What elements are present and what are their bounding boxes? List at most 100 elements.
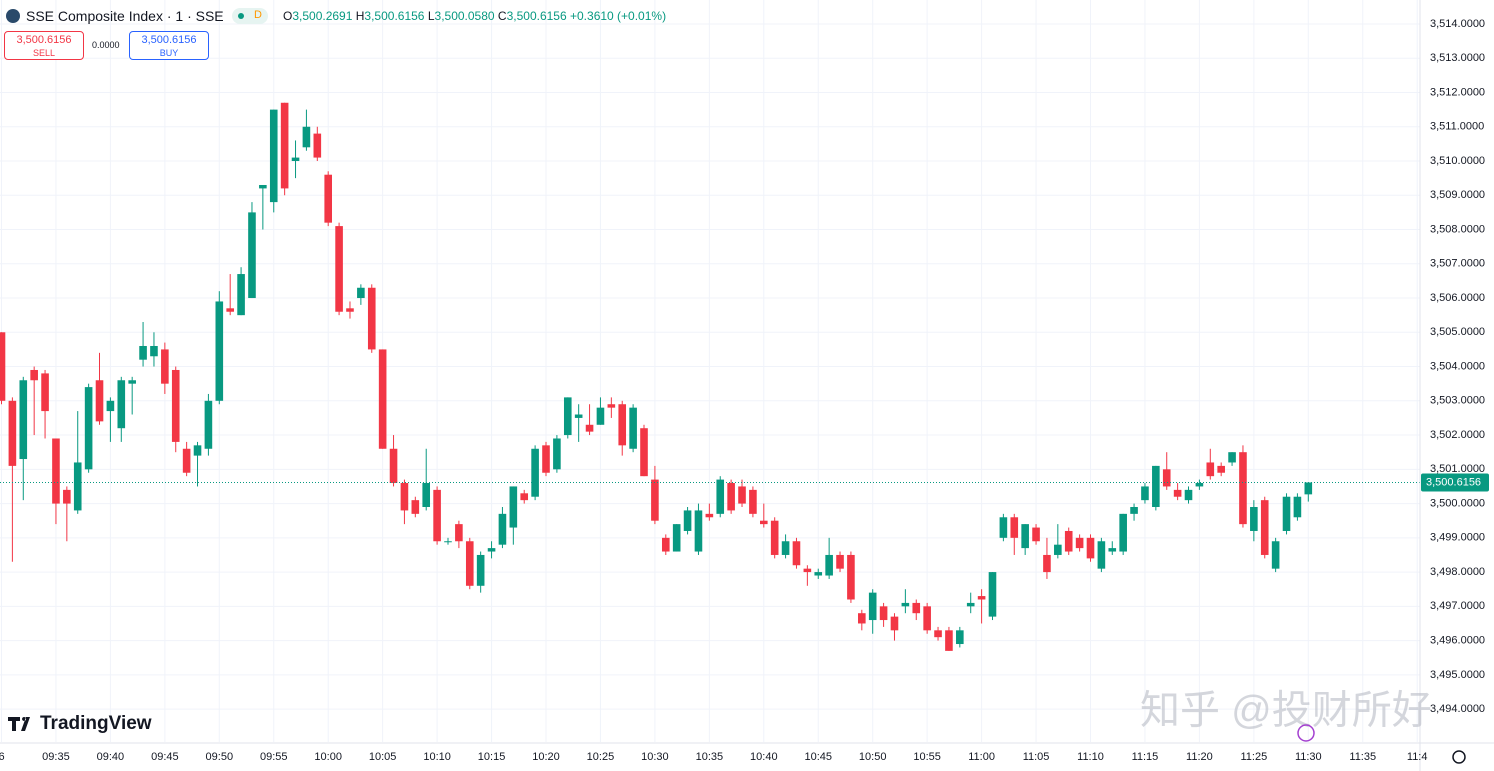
candle-body — [672, 524, 681, 552]
candle-body — [1032, 527, 1040, 542]
candle-body — [95, 380, 104, 422]
x-tick-label: 10:50 — [859, 751, 887, 763]
x-tick-label: 11:15 — [1132, 751, 1159, 763]
candle-body — [912, 602, 921, 614]
candle-body — [1184, 489, 1193, 501]
candle-body — [661, 537, 670, 552]
candle-body — [607, 404, 616, 408]
x-tick-label: 10:15 — [478, 751, 506, 763]
x-tick-label: 11:4 — [1407, 751, 1428, 763]
candle-body — [988, 572, 997, 617]
candle-body — [128, 380, 136, 384]
buy-label: BUY — [159, 48, 179, 58]
settings-icon[interactable] — [1452, 750, 1466, 764]
x-tick-label: 10:55 — [913, 751, 941, 763]
candle-body — [1130, 506, 1138, 514]
candle-body — [629, 407, 637, 449]
badge-text: D — [254, 9, 262, 21]
y-tick-label: 3,498.0000 — [1430, 566, 1485, 578]
candle-body — [487, 548, 496, 552]
candle-body — [836, 554, 844, 569]
candle-body — [1293, 496, 1302, 518]
y-tick-label: 3,495.0000 — [1430, 669, 1485, 681]
last-price-label: 3,500.6156 — [1426, 476, 1481, 488]
y-tick-label: 3,512.0000 — [1430, 86, 1485, 98]
candle-body — [1162, 469, 1171, 487]
buy-button[interactable]: 3,500.6156 BUY — [129, 31, 209, 60]
candle-body — [966, 602, 975, 607]
ohlc-key: O — [283, 9, 293, 23]
candle-body — [313, 133, 322, 158]
ohlc-value: 3,500.6156 — [506, 9, 567, 23]
candle-body — [357, 287, 365, 299]
candle-body — [749, 489, 757, 514]
x-tick-label: 10:35 — [696, 751, 724, 763]
candle-body — [1010, 517, 1019, 538]
y-tick-label: 3,499.0000 — [1430, 532, 1485, 544]
candle-body — [171, 369, 180, 442]
status-badge[interactable]: D — [232, 8, 268, 24]
candle-body — [1086, 537, 1095, 559]
candle-body — [433, 489, 441, 542]
ohlc-key: C — [497, 9, 507, 23]
x-tick-label: 09:50 — [206, 751, 234, 763]
candle-body — [117, 380, 126, 429]
candle-body — [814, 572, 823, 576]
candle-body — [1021, 524, 1029, 549]
x-tick-label: 09:45 — [151, 751, 179, 763]
candle-body — [215, 301, 224, 401]
candle-body — [890, 616, 899, 631]
candle-body — [977, 596, 986, 600]
y-tick-label: 3,500.0000 — [1430, 497, 1485, 509]
x-tick-label: 11:30 — [1295, 751, 1322, 763]
ohlc-key: H — [355, 9, 365, 23]
candle-body — [182, 448, 191, 473]
x-tick-label: 09:35 — [42, 751, 70, 763]
y-tick-label: 3,496.0000 — [1430, 635, 1485, 647]
candle-body — [923, 606, 931, 631]
buy-price: 3,500.6156 — [141, 34, 197, 46]
candle-body — [694, 510, 703, 552]
candle-body — [106, 400, 115, 412]
candle-body — [770, 520, 779, 555]
sell-label: SELL — [32, 48, 56, 58]
candle-body — [1097, 541, 1106, 569]
candle-body — [259, 184, 267, 189]
y-tick-label: 3,504.0000 — [1430, 360, 1485, 372]
candle-body — [367, 287, 376, 350]
candle-body — [509, 486, 518, 528]
x-tick-label: 09:55 — [260, 751, 288, 763]
sell-button[interactable]: 3,500.6156 SELL — [4, 31, 84, 60]
ohlc-value: 3,500.6156 — [364, 9, 425, 23]
candle-body — [204, 400, 213, 449]
candle-body — [226, 308, 234, 312]
candle-body — [1195, 483, 1204, 487]
candle-body — [1206, 462, 1215, 477]
candle-body — [139, 345, 147, 360]
candle-body — [8, 400, 17, 466]
candle-body — [444, 541, 452, 543]
candle-body — [291, 157, 300, 162]
ohlc-value: 3,500.2691 — [292, 9, 353, 23]
last-price-box — [1421, 473, 1489, 492]
y-tick-label: 3,514.0000 — [1430, 18, 1485, 30]
candle-body — [1043, 554, 1051, 573]
candle-body — [1217, 465, 1225, 473]
y-tick-label: 3,494.0000 — [1430, 703, 1485, 715]
flash-icon[interactable] — [1297, 724, 1315, 742]
sell-price: 3,500.6156 — [16, 34, 72, 46]
plot — [0, 102, 1420, 651]
candle-body — [1054, 544, 1062, 555]
ohlc-key: L — [427, 9, 435, 23]
grid — [0, 0, 1420, 742]
candle-body — [52, 438, 60, 504]
symbol-title[interactable]: SSE Composite Index · 1 · SSE — [26, 8, 224, 24]
candle-body — [1119, 513, 1127, 552]
candle-body — [868, 592, 877, 621]
x-tick-label: 11:35 — [1349, 751, 1376, 763]
ohlc-value: 3,500.0580 — [434, 9, 495, 23]
x-tick-label: 10:30 — [641, 751, 669, 763]
candle-body — [879, 606, 888, 621]
y-tick-label: 3,510.0000 — [1430, 155, 1485, 167]
